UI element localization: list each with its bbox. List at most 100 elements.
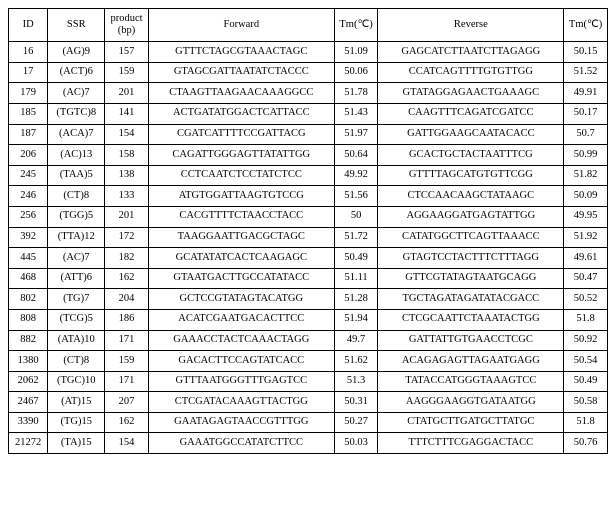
- table-cell: GTTTCTAGCGTAAACTAGC: [148, 42, 334, 63]
- table-cell: 171: [105, 371, 149, 392]
- table-cell: GTAATGACTTGCCATATACC: [148, 268, 334, 289]
- table-cell: 206: [9, 145, 48, 166]
- table-cell: (CT)8: [48, 351, 105, 372]
- table-cell: 392: [9, 227, 48, 248]
- table-cell: 50.49: [564, 371, 608, 392]
- table-cell: 51.09: [334, 42, 378, 63]
- col-tm-fwd: Tm(℃): [334, 9, 378, 42]
- table-cell: 2062: [9, 371, 48, 392]
- table-cell: 51.52: [564, 62, 608, 83]
- table-cell: 50.54: [564, 351, 608, 372]
- table-cell: GATTGGAAGCAATACACC: [378, 124, 564, 145]
- table-cell: AAGGGAAGGTGATAATGG: [378, 392, 564, 413]
- table-cell: 468: [9, 268, 48, 289]
- table-cell: 182: [105, 248, 149, 269]
- table-cell: GAAATGGCCATATCTTCC: [148, 433, 334, 454]
- table-cell: CTAAGTTAAGAACAAAGGCC: [148, 83, 334, 104]
- table-cell: (TA)15: [48, 433, 105, 454]
- table-cell: GTTCGTATAGTAATGCAGG: [378, 268, 564, 289]
- table-row: 2467(AT)15207CTCGATACAAAGTTACTGG50.31AAG…: [9, 392, 608, 413]
- table-cell: 51.82: [564, 165, 608, 186]
- col-id: ID: [9, 9, 48, 42]
- table-cell: GACACTTCCAGTATCACC: [148, 351, 334, 372]
- col-product: product (bp): [105, 9, 149, 42]
- table-cell: (TGTC)8: [48, 103, 105, 124]
- header-row: ID SSR product (bp) Forward Tm(℃) Revers…: [9, 9, 608, 42]
- table-cell: GTTTTAGCATGTGTTCGG: [378, 165, 564, 186]
- table-cell: GTATAGGAGAACTGAAAGC: [378, 83, 564, 104]
- col-ssr: SSR: [48, 9, 105, 42]
- table-cell: 201: [105, 206, 149, 227]
- table-cell: 159: [105, 351, 149, 372]
- table-cell: CACGTTTTCTAACCTACC: [148, 206, 334, 227]
- table-cell: 808: [9, 309, 48, 330]
- table-cell: (TAA)5: [48, 165, 105, 186]
- table-cell: 157: [105, 42, 149, 63]
- table-cell: 51.92: [564, 227, 608, 248]
- table-row: 256(TGG)5201CACGTTTTCTAACCTACC50AGGAAGGA…: [9, 206, 608, 227]
- table-cell: 51.62: [334, 351, 378, 372]
- table-cell: 158: [105, 145, 149, 166]
- table-cell: 17: [9, 62, 48, 83]
- table-cell: 21272: [9, 433, 48, 454]
- table-cell: (TG)15: [48, 412, 105, 433]
- table-cell: ACAGAGAGTTAGAATGAGG: [378, 351, 564, 372]
- table-cell: 154: [105, 124, 149, 145]
- table-cell: 445: [9, 248, 48, 269]
- table-cell: CGATCATTTTCCGATTACG: [148, 124, 334, 145]
- table-cell: 186: [105, 309, 149, 330]
- table-row: 179(AC)7201CTAAGTTAAGAACAAAGGCC51.78GTAT…: [9, 83, 608, 104]
- table-cell: 154: [105, 433, 149, 454]
- table-cell: 51.78: [334, 83, 378, 104]
- table-row: 16(AG)9157GTTTCTAGCGTAAACTAGC51.09GAGCAT…: [9, 42, 608, 63]
- table-row: 445(AC)7182GCATATATCACTCAAGAGC50.49GTAGT…: [9, 248, 608, 269]
- col-tm-rev: Tm(℃): [564, 9, 608, 42]
- table-cell: 50.64: [334, 145, 378, 166]
- table-cell: 50.31: [334, 392, 378, 413]
- table-cell: CAAGTTTCAGATCGATCC: [378, 103, 564, 124]
- table-cell: GTAGTCCTACTTTCTTTAGG: [378, 248, 564, 269]
- table-cell: 51.94: [334, 309, 378, 330]
- table-cell: (ACA)7: [48, 124, 105, 145]
- table-cell: 51.72: [334, 227, 378, 248]
- table-row: 21272(TA)15154GAAATGGCCATATCTTCC50.03TTT…: [9, 433, 608, 454]
- table-cell: 50: [334, 206, 378, 227]
- table-cell: 882: [9, 330, 48, 351]
- table-cell: GCATATATCACTCAAGAGC: [148, 248, 334, 269]
- table-cell: GCACTGCTACTAATTTCG: [378, 145, 564, 166]
- table-cell: 3390: [9, 412, 48, 433]
- table-cell: 50.49: [334, 248, 378, 269]
- table-cell: CAGATTGGGAGTTATATTGG: [148, 145, 334, 166]
- table-cell: (ATA)10: [48, 330, 105, 351]
- col-reverse: Reverse: [378, 9, 564, 42]
- table-cell: CTATGCTTGATGCTTATGC: [378, 412, 564, 433]
- table-cell: (AC)13: [48, 145, 105, 166]
- table-cell: 50.09: [564, 186, 608, 207]
- table-cell: (AC)7: [48, 248, 105, 269]
- table-cell: 159: [105, 62, 149, 83]
- table-cell: 179: [9, 83, 48, 104]
- table-cell: (TGG)5: [48, 206, 105, 227]
- table-cell: 50.47: [564, 268, 608, 289]
- table-cell: 51.28: [334, 289, 378, 310]
- table-cell: ACTGATATGGACTCATTACC: [148, 103, 334, 124]
- table-cell: (TG)7: [48, 289, 105, 310]
- col-forward: Forward: [148, 9, 334, 42]
- table-cell: 51.43: [334, 103, 378, 124]
- table-row: 808(TCG)5186ACATCGAATGACACTTCC51.94CTCGC…: [9, 309, 608, 330]
- table-cell: 2467: [9, 392, 48, 413]
- table-row: 2062(TGC)10171GTTTAATGGGTTTGAGTCC51.3TAT…: [9, 371, 608, 392]
- table-row: 1380(CT)8159GACACTTCCAGTATCACC51.62ACAGA…: [9, 351, 608, 372]
- table-cell: 51.8: [564, 309, 608, 330]
- table-cell: CATATGGCTTCAGTTAAACC: [378, 227, 564, 248]
- table-row: 802(TG)7204GCTCCGTATAGTACATGG51.28TGCTAG…: [9, 289, 608, 310]
- table-cell: 162: [105, 412, 149, 433]
- table-cell: 256: [9, 206, 48, 227]
- table-cell: 1380: [9, 351, 48, 372]
- table-cell: 141: [105, 103, 149, 124]
- table-cell: (TGC)10: [48, 371, 105, 392]
- table-cell: GTAGCGATTAATATCTACCC: [148, 62, 334, 83]
- table-cell: CTCGCAATTCTAAATACTGG: [378, 309, 564, 330]
- table-cell: 185: [9, 103, 48, 124]
- table-cell: 201: [105, 83, 149, 104]
